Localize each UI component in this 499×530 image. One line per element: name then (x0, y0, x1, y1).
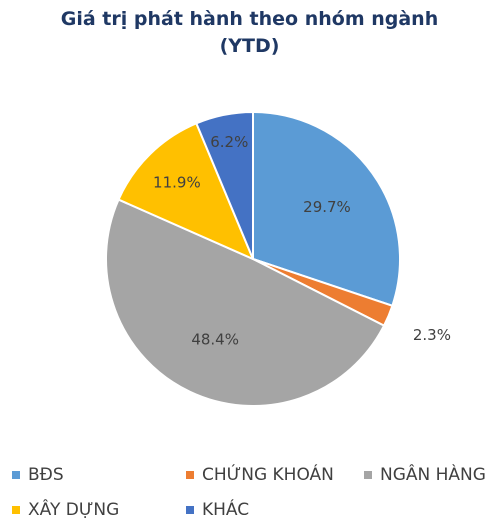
data-label-chung-khoan: 2.3% (413, 326, 451, 344)
chart-title-line1: Giá trị phát hành theo nhóm ngành (60, 8, 439, 30)
pie-slice-bds (252, 110, 401, 308)
chart-title-line2: (YTD) (219, 35, 280, 57)
pie-slice-khac (195, 110, 254, 260)
data-label-khac: 6.2% (210, 133, 248, 151)
data-label-bds: 29.7% (303, 198, 351, 216)
data-label-xay-dung: 11.9% (153, 173, 201, 191)
pie-slice-ngan-hang (105, 198, 386, 408)
pie-slice-xay-dung (117, 122, 255, 261)
data-label-ngan-hang: 48.4% (191, 331, 239, 349)
chart-title: Giá trị phát hành theo nhóm ngành (YTD) (0, 6, 499, 60)
